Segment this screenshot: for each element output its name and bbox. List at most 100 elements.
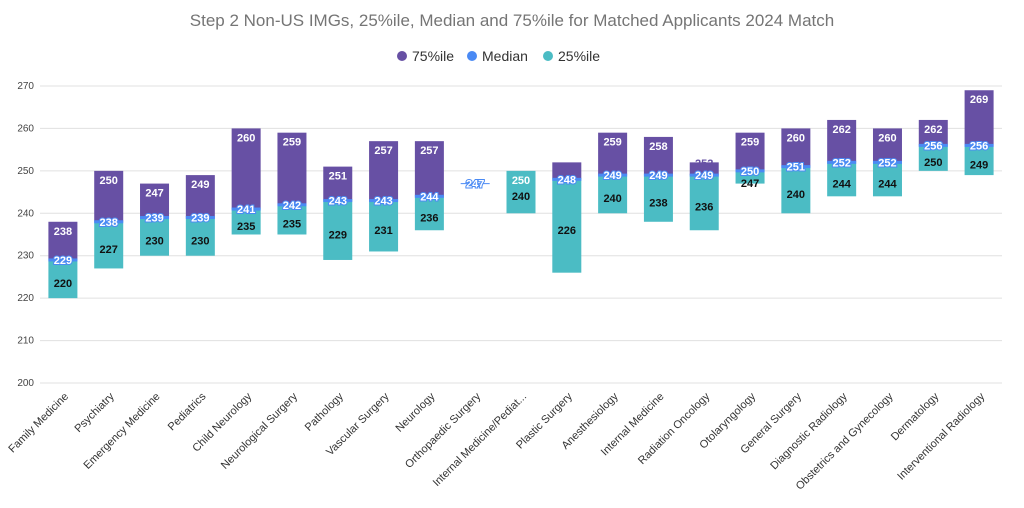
- label-75pct: 252: [695, 158, 713, 170]
- label-median: 239: [191, 213, 209, 225]
- label-25pct: 250: [924, 157, 942, 169]
- bar-75pct: [964, 90, 994, 146]
- bar-25pct: [552, 179, 582, 273]
- bar-25pct: [231, 209, 261, 235]
- label-25pct: 240: [787, 189, 805, 201]
- label-median: 256: [970, 140, 988, 152]
- label-25pct: 229: [329, 229, 347, 241]
- label-25pct: 240: [512, 191, 530, 203]
- x-tick-label: Diagnostic Radiology: [768, 390, 850, 472]
- label-75pct: 269: [970, 94, 988, 106]
- y-tick-label: 270: [17, 81, 34, 92]
- x-tick-label: Pediatrics: [166, 390, 209, 433]
- label-75pct: 258: [649, 141, 667, 153]
- label-median: 238: [100, 217, 118, 229]
- bar-75pct: [872, 128, 902, 163]
- y-tick-label: 240: [17, 208, 34, 219]
- label-75pct: 250: [100, 175, 118, 187]
- label-median: 242: [283, 200, 301, 212]
- label-25pct: 227: [100, 244, 118, 256]
- label-median: 243: [329, 196, 347, 208]
- label-median: 250: [741, 166, 759, 178]
- x-tick-label: Neurology: [394, 390, 438, 434]
- bar-75pct: [781, 128, 811, 167]
- bar-25pct: [277, 204, 307, 235]
- legend-marker: [543, 51, 553, 61]
- x-tick-label: Family Medicine: [6, 391, 71, 456]
- bar-25pct: [185, 217, 215, 256]
- label-median: 239: [145, 213, 163, 225]
- x-tick-label: Internal Medicine/Pediat...: [431, 391, 529, 489]
- x-tick-label: Interventional Radiology: [895, 390, 987, 482]
- label-75pct: 252: [558, 162, 576, 174]
- legend-label: Median: [482, 48, 528, 64]
- bar-median: [964, 143, 994, 147]
- x-tick-label: Neurological Surgery: [219, 390, 300, 471]
- legend-marker: [397, 51, 407, 61]
- bar-25pct: [140, 217, 170, 256]
- bar-median: [94, 220, 124, 224]
- bar-25pct: [369, 200, 399, 252]
- label-25pct: 231: [374, 225, 392, 237]
- label-25pct: 235: [283, 219, 301, 231]
- label-median: 247: [466, 179, 484, 191]
- label-75pct: 259: [603, 137, 621, 149]
- x-tick-label: Pathology: [303, 390, 346, 433]
- bar-75pct: [369, 141, 399, 201]
- label-median: 249: [649, 170, 667, 182]
- label-25pct: 230: [191, 236, 209, 248]
- bar-25pct: [964, 145, 994, 176]
- label-25pct: 226: [558, 225, 576, 237]
- bar-median: [48, 258, 78, 262]
- bar-25pct: [872, 162, 902, 197]
- label-median: 248: [558, 174, 576, 186]
- bar-median: [277, 203, 307, 207]
- bar-median: [185, 216, 215, 220]
- label-25pct: 236: [695, 202, 713, 214]
- y-tick-label: 250: [17, 166, 34, 177]
- bar-25pct: [689, 175, 719, 231]
- bar-median: [781, 165, 811, 169]
- y-tick-label: 230: [17, 251, 34, 262]
- label-75pct: 260: [787, 132, 805, 144]
- label-median: 251: [787, 162, 805, 174]
- bar-25pct: [781, 166, 811, 214]
- label-75pct: 238: [54, 226, 72, 238]
- legend: 75%ile Median 25%ile: [397, 48, 600, 64]
- label-25pct: 220: [54, 278, 72, 290]
- bar-75pct: [323, 166, 353, 201]
- bar-25pct: [323, 200, 353, 260]
- label-75pct: 260: [237, 132, 255, 144]
- chart-title: Step 2 Non-US IMGs, 25%ile, Median and 7…: [190, 11, 834, 30]
- bar-25pct: [918, 145, 948, 171]
- bar-25pct: [94, 221, 124, 269]
- bar-median: [827, 160, 857, 164]
- label-75pct: 260: [878, 132, 896, 144]
- x-tick-label: Psychiatry: [72, 390, 117, 435]
- label-median: 243: [374, 196, 392, 208]
- label-25pct: 236: [420, 212, 438, 224]
- label-25pct: 244: [878, 178, 897, 190]
- bar-median: [414, 194, 444, 198]
- label-median: 256: [924, 140, 942, 152]
- label-75pct: 259: [741, 137, 759, 149]
- bar-75pct: [918, 119, 948, 146]
- bar-75pct: [140, 183, 170, 218]
- label-25pct: 249: [970, 159, 988, 171]
- bar-75pct: [231, 128, 261, 210]
- label-75pct: 249: [191, 179, 209, 191]
- label-25pct: 235: [237, 221, 255, 233]
- bar-25pct: [735, 170, 765, 184]
- label-median: 244: [420, 191, 439, 203]
- x-tick-label: Obstetrics and Gynecology: [794, 390, 896, 492]
- bar-75pct: [598, 132, 628, 176]
- legend-label: 75%ile: [412, 48, 454, 64]
- bar-75pct: [277, 132, 307, 205]
- bar-median: [231, 207, 261, 211]
- label-25pct: 244: [832, 178, 851, 190]
- bar-25pct: [827, 162, 857, 197]
- label-75pct: 257: [420, 145, 438, 157]
